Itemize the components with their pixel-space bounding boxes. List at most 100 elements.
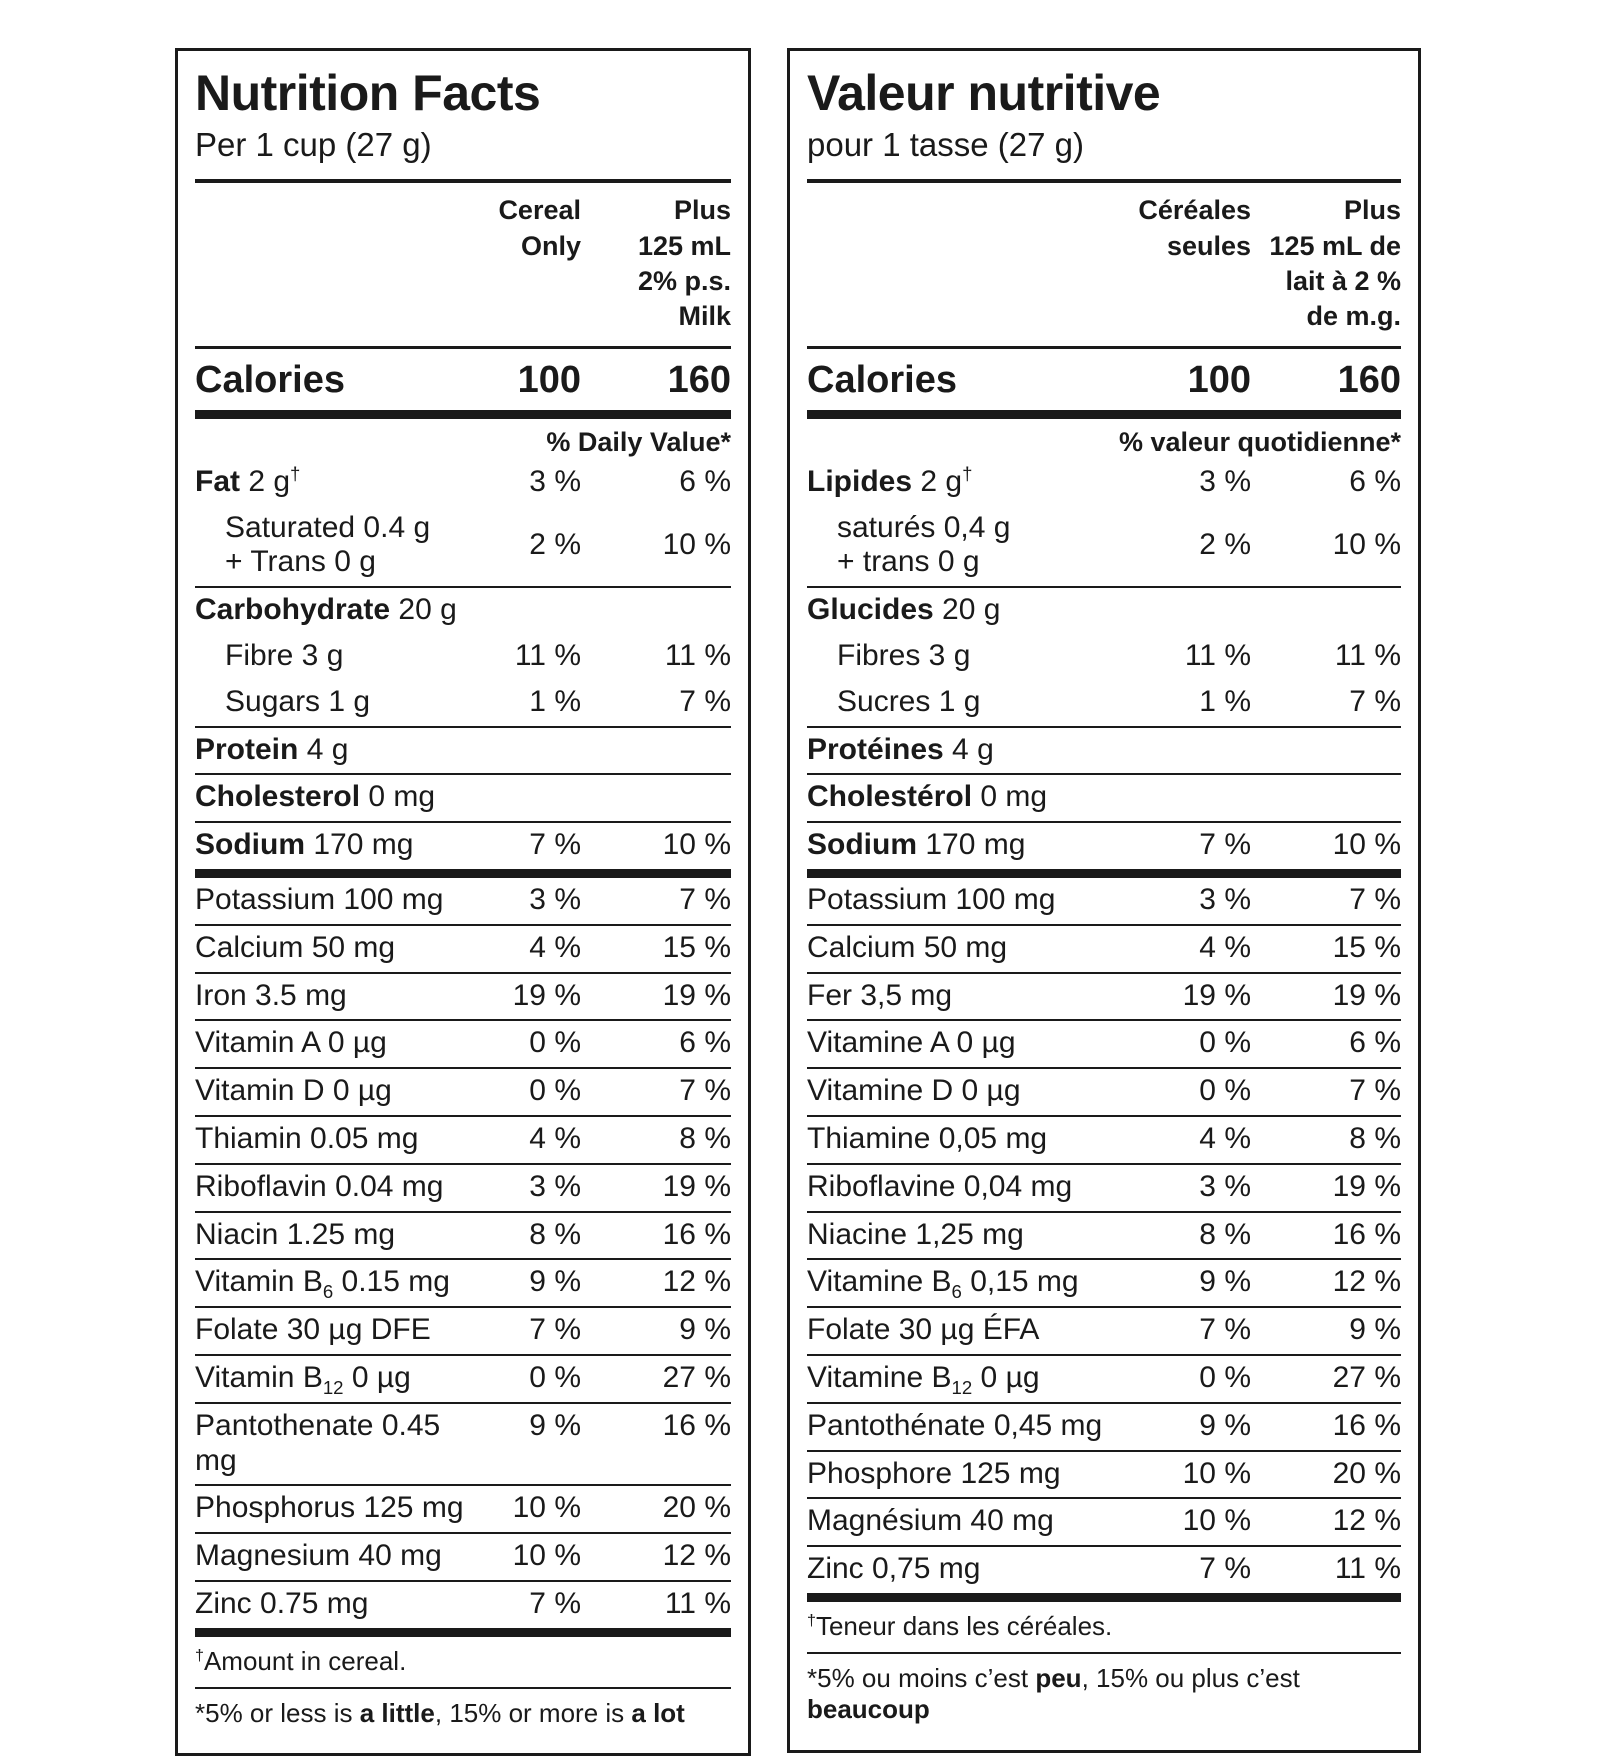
nutrient-label: Cholesterol 0 mg [195,780,486,815]
percent-with-milk: 20 % [1332,1456,1401,1490]
nutrient-label: Sugars 1 g [195,685,486,720]
text-token: peu [1035,1663,1082,1694]
nutrient-row: Fibre 3 g 11 % 11 % [195,634,731,680]
nutrient-label: Vitamin A 0 µg [195,1026,486,1061]
percent-cereal-only [1156,780,1251,815]
nutrient-label: saturés 0,4 g + trans 0 g [807,511,1156,581]
nutrient-label-line: + trans 0 g [807,545,1156,580]
percent-cereal-only: 1 % [1199,684,1251,718]
nutrient-row: Pantothenate 0.45 mg 9 % 16 % [195,1401,731,1485]
percent-cereal-only [486,733,581,768]
nutrient-block: Fat 2 g† 3 % 6 % Saturated 0.4 g + Trans 0 g… [195,460,731,586]
percent-with-milk: 16 % [1332,1217,1401,1251]
nutrient-row: Carbohydrate 20 g [195,588,731,634]
serving-size: Per 1 cup (27 g) [195,125,432,163]
text-token: Sugars 1 g [225,684,371,718]
text-token: † [290,462,301,484]
calories-label: Calories [195,358,345,401]
nutrient-label-line: Lipides 2 g† [807,464,1156,500]
nutrient-label-line: Vitamin D 0 µg [195,1074,486,1109]
text-token: 0 mg [360,780,436,814]
footnote-daily-value-key: *5% ou moins c’est peu, 15% ou plus c’es… [807,1654,1401,1735]
nutrient-label-line: Fer 3,5 mg [807,979,1156,1014]
percent-with-milk: 10 % [1332,828,1401,862]
column-headers: Céréales seules Plus 125 mL de lait à 2 % de… [807,183,1401,345]
nutrient-block: Cholesterol 0 mg [195,773,731,821]
nutrient-row: saturés 0,4 g + trans 0 g 2 % 10 % [807,506,1401,587]
column-header-line: 125 mL de [1269,230,1401,261]
nutrient-label-line: Niacine 1,25 mg [807,1218,1156,1253]
nutrient-label: Folate 30 µg DFE [195,1313,486,1348]
calories-cereal-only: 100 [517,358,581,401]
text-token: Sucres 1 g [837,684,981,718]
text-token: Potassium 100 mg [195,882,444,916]
percent-with-milk: 6 % [679,464,731,498]
nutrient-label: Iron 3.5 mg [195,979,486,1014]
nutrient-label: Magnésium 40 mg [807,1504,1156,1539]
nutrient-label-line: Saturated 0.4 g [195,511,486,546]
percent-with-milk: 11 % [664,639,731,672]
divider [807,345,1401,349]
percent-with-milk: 16 % [662,1217,731,1251]
nutrient-label-line: Calcium 50 mg [195,931,486,966]
nutrient-label-line: Fibre 3 g [195,639,486,674]
percent-cereal-only: 7 % [1199,1552,1251,1586]
percent-cereal-only: 4 % [1199,930,1251,964]
text-token: Vitamin D 0 µg [195,1074,392,1108]
nutrient-label: Pantothénate 0,45 mg [807,1409,1156,1444]
text-token: 6 [951,1281,962,1303]
text-token: Vitamine B [807,1360,952,1394]
footnote-daily-value-key: *5% or less is a little, 15% or more is … [195,1689,731,1739]
percent-cereal-only: 8 % [1199,1217,1251,1251]
nutrient-row: Riboflavine 0,04 mg 3 % 19 % [807,1162,1401,1211]
percent-cereal-only [1156,593,1251,628]
nutrient-label: Vitamine D 0 µg [807,1074,1156,1109]
text-token: Pantothenate 0.45 mg [195,1408,441,1477]
nutrient-label-line: saturés 0,4 g [807,511,1156,546]
divider [195,345,731,349]
text-token: 2 g [912,464,963,498]
nutrient-label: Vitamin B6 0.15 mg [195,1265,486,1301]
percent-cereal-only [486,593,581,628]
text-token: 2 g [240,464,291,498]
serving-size: pour 1 tasse (27 g) [807,125,1084,163]
nutrient-row: Phosphorus 125 mg 10 % 20 % [195,1484,731,1532]
nutrition-facts-panel-french: Valeur nutritive pour 1 tasse (27 g) Cér… [787,48,1421,1753]
text-token: 5% ou moins c’est [817,1663,1036,1694]
percent-cereal-only: 3 % [529,882,581,916]
text-token: 20 g [390,593,457,627]
calories-with-milk: 160 [667,358,731,401]
nutrient-label-line: Cholesterol 0 mg [195,780,486,815]
calories-row: Calories 100 160 [807,349,1401,410]
micronutrient-rows: Potassium 100 mg 3 % 7 % Calcium 50 mg 4 % 15… [195,878,731,1628]
nutrient-row: Phosphore 125 mg 10 % 20 % [807,1449,1401,1498]
nutrient-label-line: Magnésium 40 mg [807,1504,1156,1539]
nutrient-label: Fat 2 g† [195,462,486,500]
percent-cereal-only: 4 % [529,930,581,964]
text-token: Thiamin 0.05 mg [195,1121,419,1155]
thick-divider [195,868,731,878]
nutrient-block: Lipides 2 g† 3 % 6 % saturés 0,4 g + trans 0… [807,460,1401,586]
column-header-line: Cereal [498,195,581,226]
thick-divider [807,868,1401,878]
nutrient-row: Calcium 50 mg 4 % 15 % [195,923,731,972]
text-token: Folate 30 µg DFE [195,1313,431,1347]
text-token: † [807,1611,816,1630]
panel-title: Valeur nutritive [807,65,1161,121]
text-token: Carbohydrate [195,593,391,627]
nutrient-row: Cholesterol 0 mg [195,775,731,821]
column-header-plus-lait: Plus 125 mL de lait à 2 % de m.g. [1251,193,1401,333]
percent-with-milk [581,593,731,628]
column-header-line: 2% p.s. [637,265,731,296]
text-token: Protéines [807,732,944,766]
nutrient-label: Thiamine 0,05 mg [807,1122,1156,1157]
column-header-plus-milk: Plus 125 mL 2% p.s. Milk [581,193,731,333]
percent-cereal-only: 7 % [1199,828,1251,862]
text-token: Fibre 3 g [225,639,344,672]
percent-with-milk: 12 % [1332,1504,1401,1538]
footnote-amount-in-cereal: †Amount in cereal. [195,1637,731,1687]
nutrient-row: Thiamin 0.05 mg 4 % 8 % [195,1114,731,1163]
text-token: Fat [195,464,240,498]
text-token: 5% or less is [205,1697,360,1728]
nutrient-label: Carbohydrate 20 g [195,593,486,628]
